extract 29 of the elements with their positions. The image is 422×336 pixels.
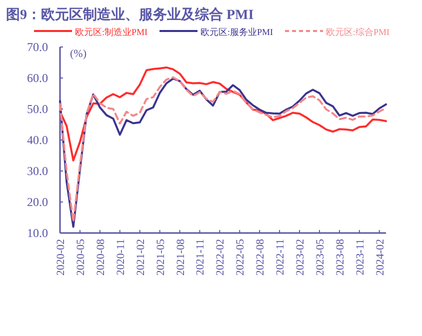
x-tick-label: 2022-02	[214, 239, 227, 276]
y-tick-label: 30.0	[27, 164, 48, 178]
y-tick-label: 40.0	[27, 133, 48, 147]
y-tick-label: 20.0	[27, 195, 48, 209]
x-tick-label: 2021-11	[194, 239, 207, 276]
x-tick-label: 2021-05	[154, 238, 167, 276]
x-tick-label: 2020-11	[114, 239, 127, 276]
legend-label: 欧元区:制造业PMI	[75, 27, 148, 37]
x-tick-label: 2021-08	[174, 238, 187, 276]
x-tick-label: 2022-08	[254, 238, 267, 276]
y-axis-title: (%)	[70, 48, 87, 60]
x-tick-label: 2021-02	[134, 239, 147, 276]
x-tick-label: 2023-08	[334, 238, 346, 276]
y-tick-label: 60.0	[27, 71, 48, 85]
x-tick-label: 2020-08	[94, 238, 107, 276]
x-tick-label: 2024-02	[374, 239, 386, 276]
y-tick-label: 70.0	[27, 40, 48, 54]
x-tick-label: 2020-02	[55, 239, 67, 276]
x-tick-label: 2022-05	[234, 238, 247, 276]
y-tick-label: 50.0	[27, 102, 48, 116]
x-tick-label: 2023-05	[314, 238, 326, 276]
x-tick-label: 2020-05	[74, 238, 87, 276]
x-tick-label: 2023-02	[294, 239, 307, 276]
chart-title: 图9：欧元区制造业、服务业及综合 PMI	[6, 6, 254, 23]
x-tick-label: 2023-11	[354, 239, 366, 276]
y-tick-label: 10.0	[27, 226, 48, 240]
legend-label: 欧元区:服务业PMI	[200, 27, 274, 37]
x-tick-label: 2022-11	[274, 239, 287, 276]
legend-label: 欧元区:综合PMI	[326, 27, 390, 37]
